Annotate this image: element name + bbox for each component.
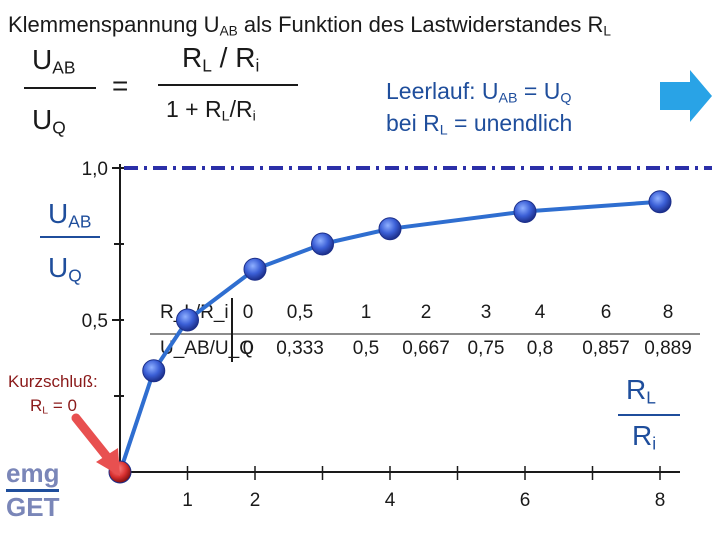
data-point — [648, 190, 672, 214]
table-cell-rl: 1 — [361, 302, 372, 323]
data-point — [378, 217, 402, 241]
table-cell-rl: 2 — [421, 302, 432, 323]
formula-lhs-denominator: UQ — [32, 104, 66, 138]
x-tick-label: 8 — [655, 490, 666, 511]
table-cell-rl: 0,5 — [287, 302, 313, 323]
x-tick-label: 2 — [250, 490, 261, 511]
table-cell-ratio: 0,333 — [276, 338, 324, 359]
formula-lhs-fraction-bar — [24, 87, 96, 89]
table-cell-ratio: 0,667 — [402, 338, 450, 359]
table-cell-ratio: 0,5 — [353, 338, 379, 359]
table-cell-rl: 8 — [663, 302, 674, 323]
table-cell-ratio: 0,889 — [644, 338, 692, 359]
x-axis-label-bar — [618, 414, 680, 416]
x-axis-label-denominator: Ri — [632, 420, 657, 454]
leerlauf-line-2: bei RL = unendlich — [386, 110, 573, 139]
x-axis-label-numerator: RL — [626, 374, 656, 408]
y-axis-label-bar — [40, 236, 100, 238]
series-line — [118, 199, 661, 473]
x-tick-label: 6 — [520, 490, 531, 511]
kurzschluss-line-1: Kurzschluß: — [8, 372, 98, 391]
formula-rhs-denominator: 1 + RL/Ri — [166, 96, 256, 125]
leerlauf-line-1: Leerlauf: UAB = UQ — [386, 78, 572, 107]
table-cell-rl: 3 — [481, 302, 492, 323]
table-cell-ratio: 0,8 — [527, 338, 553, 359]
table-cell-ratio: 0,75 — [468, 338, 505, 359]
table-cell-ratio: 0,857 — [582, 338, 630, 359]
data-point — [311, 232, 334, 256]
formula-rhs-numerator: RL / Ri — [182, 42, 260, 76]
data-point — [142, 359, 166, 383]
formula-lhs-numerator: UAB — [32, 44, 76, 78]
arrow-short-shaft — [71, 413, 113, 463]
y-axis-label-numerator: UAB — [48, 198, 92, 232]
x-tick-label: 4 — [385, 490, 396, 511]
table-row2-label: U_AB/U_Q — [160, 338, 254, 359]
table-cell-rl: 0 — [243, 302, 254, 323]
formula-equals: = — [112, 70, 129, 101]
brand-logo: emg GET — [6, 458, 60, 523]
y-tick-label: 0,5 — [82, 311, 108, 332]
kurzschluss-line-2: RL = 0 — [30, 396, 77, 417]
table-cell-rl: 6 — [601, 302, 612, 323]
table-cell-rl: 4 — [535, 302, 546, 323]
formula-rhs-fraction-bar — [158, 84, 298, 86]
table-cell-ratio: 0 — [243, 338, 254, 359]
arrow-right-icon — [660, 70, 712, 122]
arrow-short-head — [96, 448, 120, 476]
data-point — [176, 308, 199, 332]
data-point — [243, 257, 267, 281]
x-tick-label: 1 — [182, 490, 193, 511]
data-point — [513, 199, 537, 223]
chart-title: Klemmenspannung UAB als Funktion des Las… — [8, 12, 611, 39]
y-axis-label-denominator: UQ — [48, 252, 82, 286]
y-tick-label: 1,0 — [82, 159, 108, 180]
